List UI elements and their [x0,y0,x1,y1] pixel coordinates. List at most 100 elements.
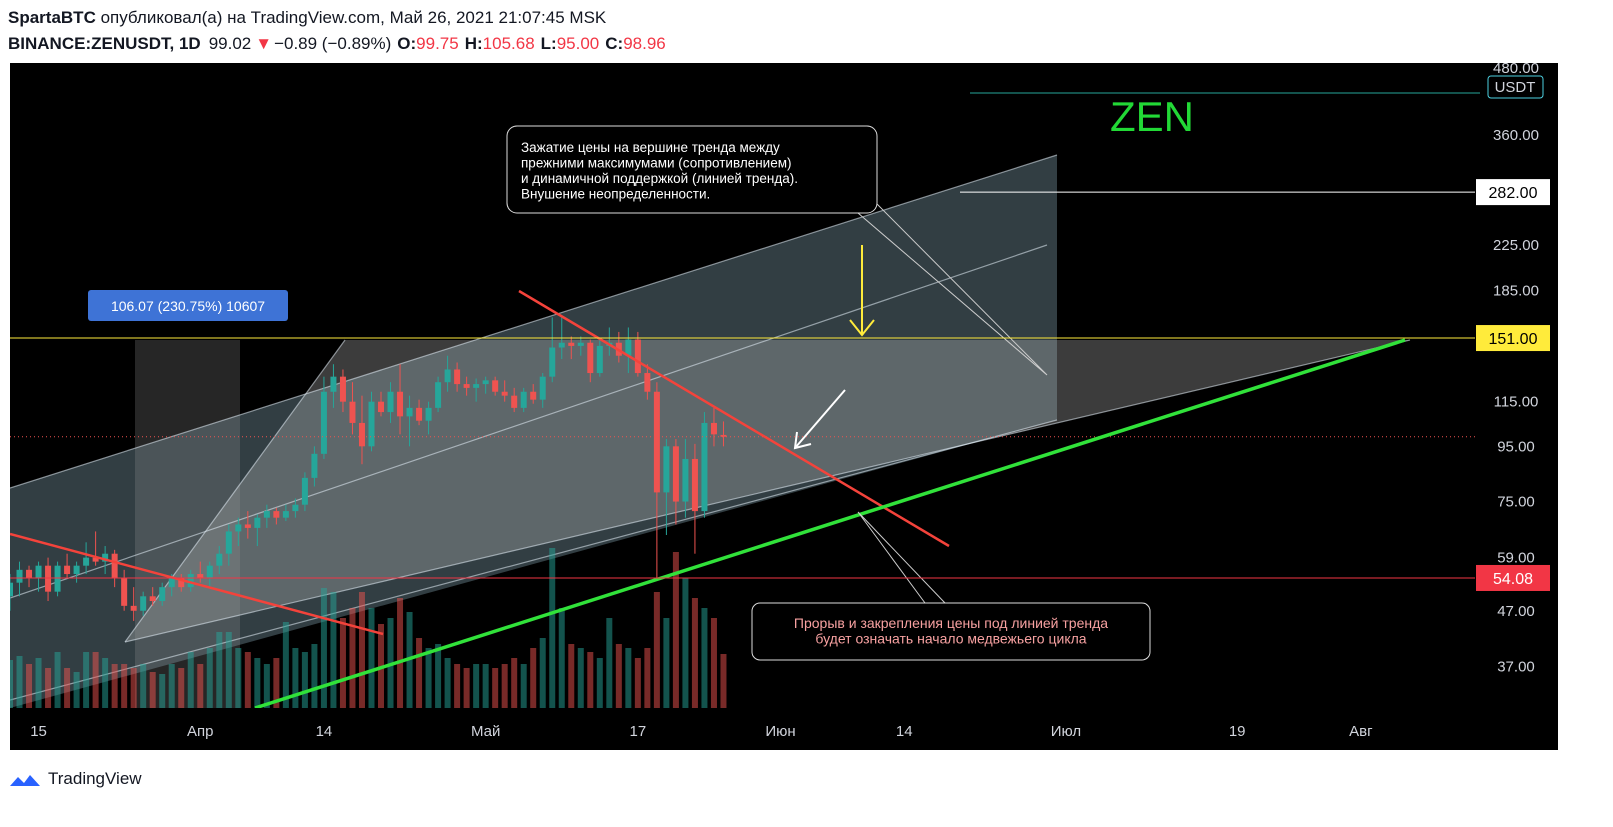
candle-body [292,504,299,512]
volume-bar [435,644,442,708]
candle-body [311,453,318,478]
volume-bar [292,648,299,708]
support-line [254,338,1406,708]
candle-body [26,569,33,579]
candle-body [206,565,213,579]
candle-body [425,407,432,421]
volume-bar [625,648,632,708]
x-tick-label: Июл [1051,723,1081,740]
candle-body [339,376,346,402]
arrow [794,389,846,449]
y-tick-label: 47.00 [1497,603,1535,620]
y-tick-label: 37.00 [1497,659,1535,676]
candle-body [244,524,251,528]
volume-bar [187,652,194,708]
volume-bar [634,658,641,708]
volume-bar [644,648,651,708]
candle-body [587,342,594,374]
candle-body [644,373,651,392]
price-label-box [1476,179,1550,206]
candle-body [663,446,670,493]
volume-bar [92,652,99,708]
candle-body [653,391,660,493]
callout-text: Внушение неопределенности. [521,187,710,202]
volume-bar [663,618,670,708]
volume-bar [682,578,689,708]
volume-bar [520,664,527,708]
volume-bar [16,656,23,708]
callout-text: Зажатие цены на вершине тренда между [521,140,780,155]
candle-body [558,342,565,348]
callout-text: будет означать начало медвежьего цикла [815,631,1086,647]
callout-text: прежними максимумами (сопротивлением) [521,156,792,171]
x-tick-label: Апр [187,723,213,740]
volume-bar [568,644,575,708]
candle-body [45,565,52,592]
candle-body [349,401,356,423]
volume-bar [225,632,232,708]
volume-bar [530,648,537,708]
candle-body [492,380,499,392]
y-tick-label: 185.00 [1493,283,1539,300]
drawings-over: 106.07 (230.75%) 10607 ZEN Зажатие цены … [10,92,1480,708]
c-label: C: [605,34,623,53]
candle-body [102,553,109,562]
volume-bar [577,648,584,708]
x-tick-label: 17 [630,723,647,740]
candle-body [197,574,204,579]
y-tick-label: 480.00 [1493,60,1539,77]
volume-bar [549,548,556,708]
volume-bar [463,668,470,708]
volume-bar [244,652,251,708]
candle-body [710,422,717,435]
volume-bar [73,672,80,708]
candle-body [178,578,185,588]
volume-bar [149,672,156,708]
price-label-box [1476,564,1550,591]
symbol-line: BINANCE:ZENUSDT, 1D 99.02 ▼ −0.89 (−0.89%) O… [8,34,666,53]
candle-body [463,384,470,388]
last-price: 99.02 [209,34,252,53]
volume-bar [482,664,489,708]
volume-bar [511,658,518,708]
x-tick-label: Май [471,723,500,740]
candle-body [378,401,385,413]
candle-body [73,565,80,575]
volume-bar [501,664,508,708]
price-label: 151.00 [1489,331,1538,348]
volume-bar [254,658,261,708]
x-tick-label: Авг [1349,723,1373,740]
candle-body [520,391,527,408]
volume-bar [311,644,318,708]
volume-bar [454,664,461,708]
price-label: 54.08 [1493,571,1533,588]
channel-lines [10,154,1411,701]
candle-body [539,376,546,400]
y-tick-label: 95.00 [1497,438,1535,455]
volume-bar [425,648,432,708]
volume-bar [216,632,223,708]
candle-body [64,565,71,575]
candle-body [577,342,584,346]
volume-bar [473,664,480,708]
symbol: BINANCE:ZENUSDT, 1D [8,34,201,53]
volume-bar [197,664,204,708]
candle-body [130,605,137,611]
trend-line [10,532,384,636]
measure-box [88,290,288,321]
change: −0.89 (−0.89%) [274,34,391,53]
candle-body [121,578,128,606]
volume-bar [358,592,365,708]
volume-bar [273,658,280,708]
volume-bar [282,622,289,708]
candle-body [149,596,156,602]
candle-body [225,531,232,554]
volume-bar [130,668,137,708]
candle-body [10,582,13,597]
candle-body [168,578,175,588]
candle-body [549,347,556,377]
candle-body [672,446,679,502]
candle-body [701,422,708,512]
volume-bar [416,638,423,708]
arrow-head [793,431,812,450]
